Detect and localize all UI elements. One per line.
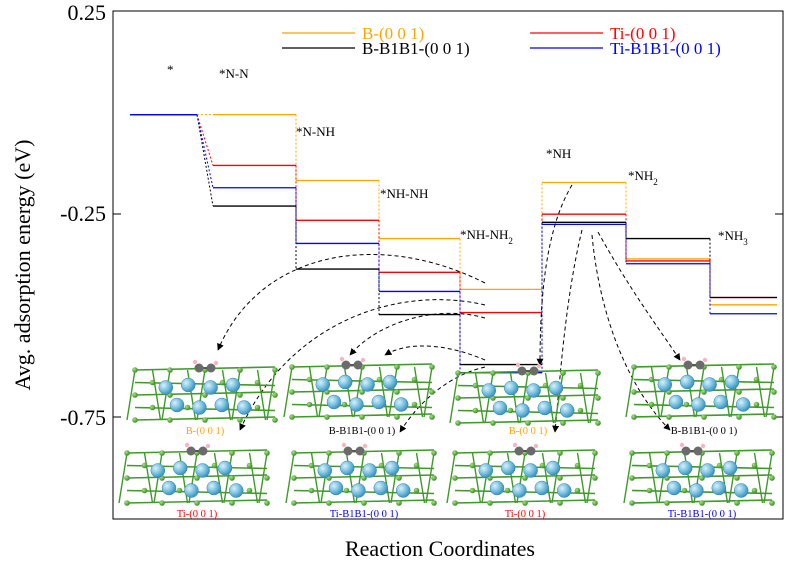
y-axis-label: Avg. adsorption energy (eV) — [10, 140, 35, 391]
step-label-2: *N-NH — [296, 124, 335, 139]
connector-2-0 — [196, 114, 214, 207]
caption-7: Ti-(0 0 1) — [505, 509, 546, 520]
crystal-structure-6 — [285, 442, 437, 506]
step-label-1: *N-N — [219, 66, 249, 81]
structure-captions: B-(0 0 1) B-B1B1-(0 0 1) B-(0 0 1) B-B1B… — [177, 426, 738, 520]
y-tick-label-0: 0.25 — [68, 0, 107, 25]
legend-label-bb1b1: B-B1B1-(0 0 1) — [362, 39, 470, 58]
caption-4: B-B1B1-(0 0 1) — [671, 426, 738, 437]
y-axis: 0.25 -0.25 -0.75 — [60, 0, 106, 430]
series-0 — [130, 113, 777, 306]
caption-6: Ti-B1B1-(0 0 1) — [330, 509, 399, 520]
arrow-8 — [597, 231, 681, 361]
arrow-9 — [591, 234, 671, 431]
connector-3-0 — [196, 114, 214, 188]
caption-5: Ti-(0 0 1) — [177, 509, 218, 520]
arrow-1 — [217, 253, 486, 351]
step-label-6: *NH2 — [628, 168, 658, 187]
series-layer — [130, 113, 777, 374]
y-tick-label-2: -0.75 — [60, 405, 106, 430]
legend-label-b001: B-(0 0 1) — [362, 24, 424, 43]
crystal-structure-3 — [449, 362, 601, 426]
crystal-structure-8 — [623, 442, 775, 506]
step-label-4: *NH-NH2 — [460, 227, 513, 246]
caption-3: B-(0 0 1) — [509, 426, 548, 437]
crystal-structure-5 — [118, 442, 270, 506]
plot-frame — [112, 10, 784, 520]
crystal-structures — [118, 356, 777, 506]
step-label-7: *NH3 — [718, 228, 748, 247]
legend-label-tib1b1: Ti-B1B1-(0 0 1) — [610, 39, 721, 58]
arrow-3 — [349, 312, 486, 356]
caption-2: B-B1B1-(0 0 1) — [329, 426, 396, 437]
connector-1-0 — [196, 114, 214, 166]
series-2 — [130, 113, 777, 366]
arrow-6 — [536, 184, 573, 366]
legend: B-(0 0 1) Ti-(0 0 1) B-B1B1-(0 0 1) Ti-B… — [282, 24, 721, 58]
crystal-structure-7 — [446, 442, 598, 506]
step-labels: * *N-N *N-NH *NH-NH *NH-NH2 *NH *NH2 *NH… — [167, 62, 748, 247]
caption-1: B-(0 0 1) — [186, 426, 225, 437]
y-tick-label-1: -0.25 — [60, 201, 106, 226]
x-axis-label: Reaction Coordinates — [345, 536, 535, 561]
crystal-structure-4 — [625, 356, 777, 420]
crystal-structure-2 — [283, 356, 435, 420]
arrow-2 — [239, 299, 486, 431]
step-label-5: *NH — [546, 146, 571, 161]
arrow-4 — [384, 345, 486, 361]
series-3 — [130, 113, 777, 374]
step-label-0: * — [167, 62, 174, 77]
caption-8: Ti-B1B1-(0 0 1) — [668, 509, 737, 520]
step-label-3: *NH-NH — [380, 186, 428, 201]
crystal-structure-1 — [126, 359, 278, 423]
series-1 — [130, 113, 777, 314]
legend-label-ti001: Ti-(0 0 1) — [610, 24, 676, 43]
